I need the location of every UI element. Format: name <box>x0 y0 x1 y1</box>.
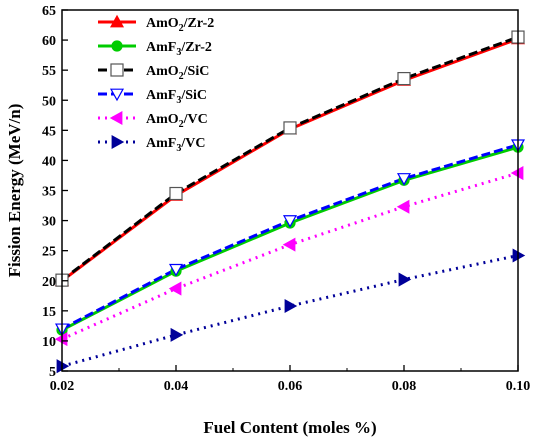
data-point-marker <box>396 199 410 214</box>
y-tick-label: 5 <box>49 365 56 380</box>
plot-markers <box>54 30 526 374</box>
legend-label: AmF3/Zr-2 <box>146 40 212 58</box>
y-tick-label: 15 <box>42 305 56 320</box>
data-point-marker <box>396 173 412 186</box>
series-line <box>61 143 519 331</box>
x-tick-label: 0.10 <box>506 379 531 394</box>
data-point-marker <box>111 134 125 150</box>
legend-label: AmF3/VC <box>146 136 205 154</box>
x-tick-label: 0.02 <box>50 379 75 394</box>
legend-entry: AmO2/VC <box>98 110 208 130</box>
legend-entry: AmF3/VC <box>98 134 205 154</box>
data-point-marker <box>168 263 184 277</box>
x-tick-label: 0.08 <box>392 379 417 394</box>
data-point-marker <box>170 327 184 342</box>
y-tick-label: 60 <box>42 34 56 49</box>
data-point-marker <box>282 215 298 228</box>
data-point-marker <box>283 121 297 135</box>
y-tick-label: 20 <box>42 275 56 290</box>
data-point-marker <box>398 272 412 287</box>
y-tick-label: 10 <box>42 335 56 350</box>
y-tick-label: 30 <box>42 215 56 230</box>
data-point-marker <box>168 281 182 296</box>
data-point-marker <box>284 299 298 314</box>
y-tick-label: 65 <box>42 4 56 19</box>
y-tick-label: 35 <box>42 185 56 200</box>
legend-label: AmF3/SiC <box>146 88 207 106</box>
y-tick-label: 50 <box>42 94 56 109</box>
y-axis-title: Fission Energy (MeV/n) <box>5 104 24 278</box>
x-tick-label: 0.06 <box>278 379 303 394</box>
data-point-marker <box>397 71 411 86</box>
data-point-marker <box>109 14 125 28</box>
series-line <box>61 171 519 341</box>
legend-entry: AmF3/Zr-2 <box>98 40 212 58</box>
y-tick-label: 25 <box>42 245 56 260</box>
legend-entry: AmF3/SiC <box>98 88 207 106</box>
x-axis: 0.02 0.04 0.06 0.08 0.10 <box>50 365 531 394</box>
legend: AmO2/Zr-2 AmF3/Zr-2 AmO2/SiC AmF3/SiC AmO2/V… <box>98 14 214 154</box>
data-point-marker <box>110 63 124 77</box>
data-point-marker <box>169 186 183 201</box>
data-point-marker <box>109 88 125 102</box>
x-tick-label: 0.04 <box>164 379 189 394</box>
legend-entry: AmO2/Zr-2 <box>98 14 214 34</box>
legend-entry: AmO2/SiC <box>98 63 209 82</box>
legend-label: AmO2/Zr-2 <box>146 16 214 34</box>
data-point-marker <box>111 40 123 52</box>
y-tick-label: 40 <box>42 154 56 169</box>
legend-label: AmO2/SiC <box>146 64 209 82</box>
data-point-marker <box>282 237 296 252</box>
series-line <box>61 254 519 368</box>
plot-lines <box>61 35 519 368</box>
data-point-marker <box>109 110 123 126</box>
y-tick-label: 55 <box>42 64 56 79</box>
x-axis-title: Fuel Content (moles %) <box>203 418 376 437</box>
y-axis: 5 10 15 20 25 30 35 40 45 50 55 60 65 <box>42 4 68 380</box>
legend-label: AmO2/VC <box>146 112 208 130</box>
y-tick-label: 45 <box>42 124 56 139</box>
